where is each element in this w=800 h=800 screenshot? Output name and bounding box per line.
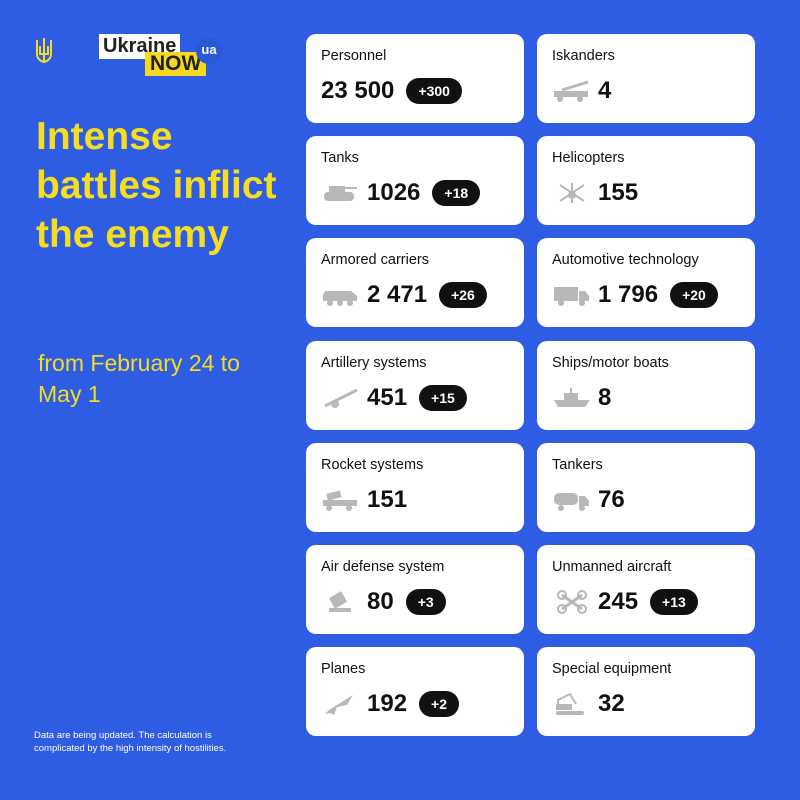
stat-value: 1026 <box>367 179 421 207</box>
stat-card-air-defense-system: Air defense system 80 +3 <box>306 545 524 634</box>
stat-value: 76 <box>598 485 625 513</box>
trident-icon <box>36 38 52 64</box>
stat-card-helicopters: Helicopters 155 <box>537 136 755 226</box>
stat-value: 23 500 <box>321 77 395 104</box>
stat-row: 32 <box>552 689 625 719</box>
stat-title: Personnel <box>321 48 387 64</box>
stat-card-special-equipment: Special equipment 32 <box>537 647 755 737</box>
stat-row: 1026 +18 <box>321 178 481 208</box>
stat-card-tanks: Tanks 1026 +18 <box>306 136 524 226</box>
excavator-icon <box>556 692 584 716</box>
stat-delta-badge: +26 <box>439 282 487 309</box>
stat-value: 245 <box>598 588 639 615</box>
stat-card-iskanders: Iskanders 4 <box>537 34 755 123</box>
stat-title: Tanks <box>321 150 359 167</box>
stat-row: 23 500 +300 <box>321 76 462 106</box>
stat-row: 155 <box>552 178 638 208</box>
stat-title: Iskanders <box>552 48 615 64</box>
stat-row: 1 796 +20 <box>552 280 718 310</box>
stat-delta-badge: +15 <box>419 384 467 411</box>
stat-card-ships-motor-boats: Ships/motor boats 8 <box>537 340 755 430</box>
stat-delta-badge: +18 <box>432 180 481 207</box>
stat-title: Tankers <box>552 456 603 473</box>
stat-title: Armored carriers <box>321 252 429 269</box>
stat-card-personnel: Personnel 23 500 +300 <box>306 34 524 123</box>
apc-icon <box>323 291 357 307</box>
stat-value: 1 796 <box>598 281 659 309</box>
stat-delta-badge: +3 <box>405 589 446 615</box>
stat-value: 192 <box>367 690 408 718</box>
stat-title: Ships/motor boats <box>552 354 669 371</box>
helicopter-icon <box>559 183 585 204</box>
plane-icon <box>325 695 353 716</box>
artillery-icon <box>324 388 358 408</box>
stat-delta-badge: +13 <box>650 589 698 615</box>
fuel-truck-icon <box>554 492 589 511</box>
stat-card-armored-carriers: Armored carriers 2 471 +26 <box>306 238 524 328</box>
stat-row: 151 <box>321 485 407 515</box>
stat-value: 2 471 <box>367 281 428 309</box>
stat-row: 4 <box>552 76 611 106</box>
stat-value: 151 <box>367 485 408 513</box>
stat-value: 155 <box>598 179 639 207</box>
date-range: from February 24 to May 1 <box>38 350 240 407</box>
stat-title: Special equipment <box>552 661 672 678</box>
stat-card-rocket-systems: Rocket systems 151 <box>306 442 524 532</box>
stat-card-automotive-technology: Automotive technology 1 796 +20 <box>537 238 755 328</box>
stat-title: Planes <box>321 661 366 678</box>
stat-card-artillery-systems: Artillery systems 451 +15 <box>306 340 524 430</box>
logo-text: Ukraine <box>99 34 181 59</box>
rocket-launcher-icon <box>323 490 357 511</box>
stat-card-unmanned-aircraft: Unmanned aircraft 245 +13 <box>537 545 755 634</box>
stat-title: Helicopters <box>552 150 625 167</box>
stat-row: 192 +2 <box>321 689 460 719</box>
stat-row: 8 <box>552 383 611 413</box>
stat-row: 451 +15 <box>321 383 467 413</box>
missile-launcher-icon <box>554 80 589 102</box>
air-defense-icon <box>328 591 351 612</box>
stat-value: 451 <box>367 383 408 411</box>
tank-icon <box>324 186 357 202</box>
stat-title: Artillery systems <box>321 354 427 371</box>
stat-card-planes: Planes 192 +2 <box>306 647 524 737</box>
footnote: Data are being updated. The calculation … <box>34 730 227 754</box>
stat-title: Air defense system <box>321 559 445 575</box>
stat-value: 32 <box>598 690 625 718</box>
stat-row: 2 471 +26 <box>321 280 487 310</box>
stat-row: 76 <box>552 485 625 515</box>
stat-row: 245 +13 <box>552 587 698 617</box>
logo-text-now: NOW <box>145 52 207 76</box>
stat-title: Automotive technology <box>552 252 699 269</box>
stat-card-tankers: Tankers 76 <box>537 442 755 532</box>
headline: Intense battles inflict the enemy <box>36 115 277 256</box>
truck-icon <box>554 287 589 307</box>
stat-value: 8 <box>598 383 612 411</box>
drone-icon <box>557 590 587 614</box>
stat-delta-badge: +2 <box>419 691 460 718</box>
stat-row: 80 +3 <box>321 587 446 617</box>
stat-delta-badge: +20 <box>670 282 718 309</box>
stat-title: Unmanned aircraft <box>552 559 672 575</box>
stat-value: 4 <box>598 77 612 104</box>
stat-value: 80 <box>367 588 394 615</box>
ship-icon <box>554 387 590 407</box>
logo-badge: ua <box>196 38 222 64</box>
stat-delta-badge: +300 <box>406 78 462 104</box>
stat-title: Rocket systems <box>321 456 424 473</box>
